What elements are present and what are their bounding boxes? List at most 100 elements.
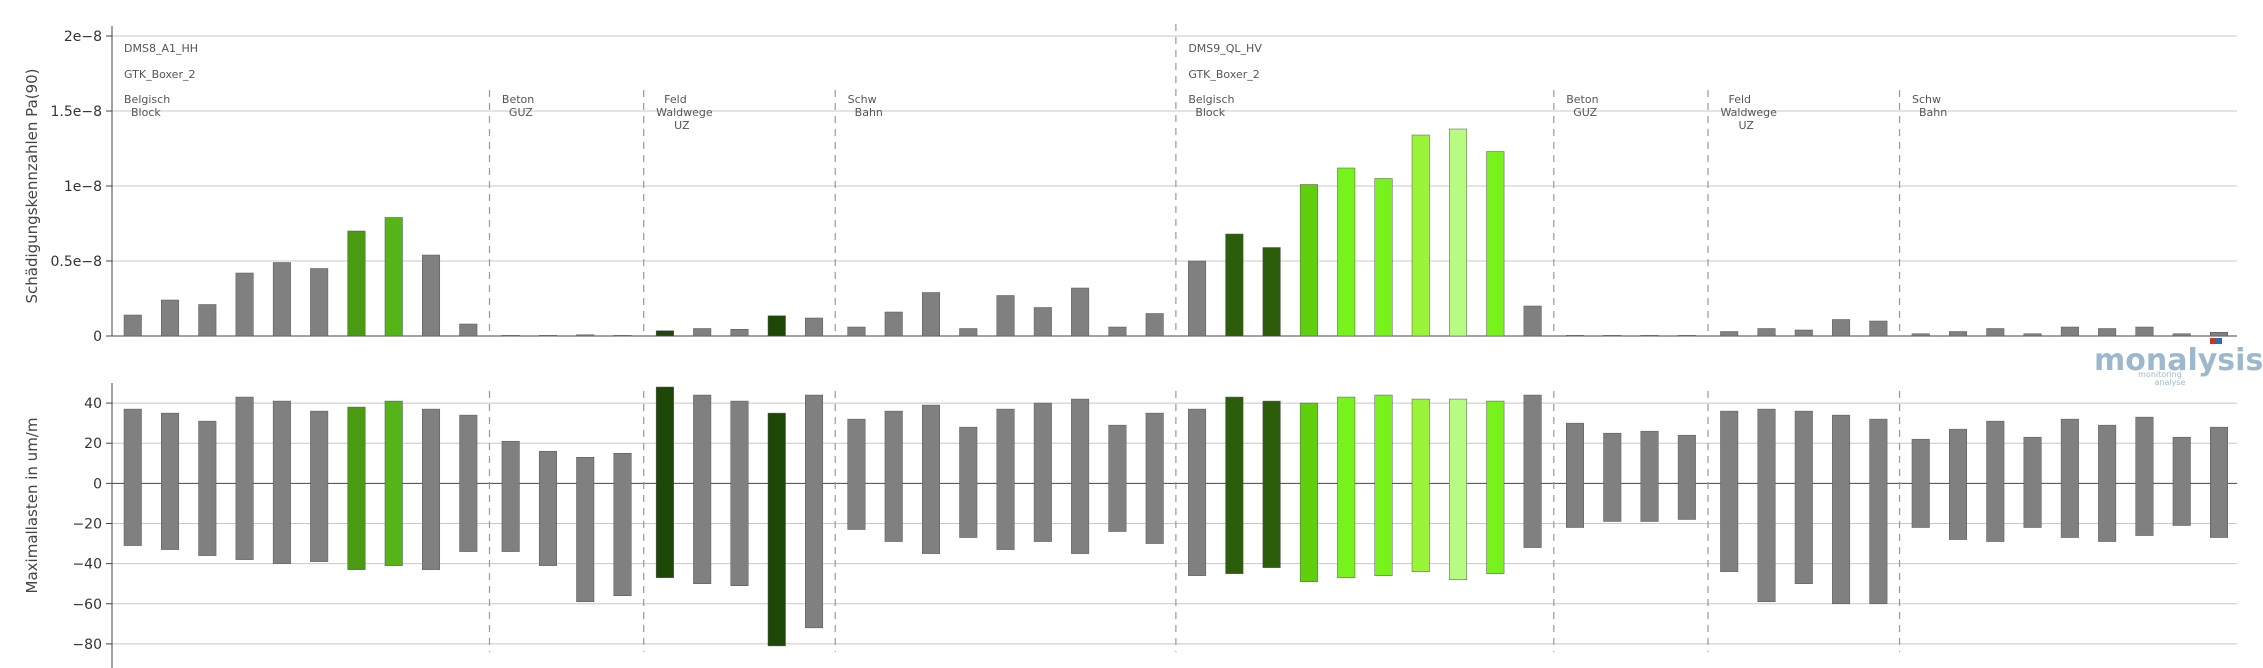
load-range-bar bbox=[655, 386, 674, 578]
damage-bar bbox=[2023, 333, 2042, 337]
segment-label: Schw bbox=[1912, 93, 1941, 106]
group-label: DMS9_QL_HV bbox=[1188, 42, 1262, 55]
load-range-bar bbox=[1640, 430, 1659, 522]
load-range-bar bbox=[2023, 436, 2042, 528]
damage-bar bbox=[1720, 331, 1739, 337]
damage-bar bbox=[1757, 328, 1776, 337]
damage-bar bbox=[1108, 326, 1127, 337]
load-range-bar bbox=[693, 394, 712, 584]
damage-bar bbox=[1262, 247, 1281, 337]
damage-bar bbox=[1677, 335, 1696, 337]
top-ytick-label: 1e−8 bbox=[64, 179, 102, 195]
damage-bar bbox=[1640, 335, 1659, 337]
damage-bar bbox=[310, 268, 329, 337]
damage-bar bbox=[1374, 178, 1393, 337]
damage-bar bbox=[613, 335, 632, 337]
damage-bar bbox=[2135, 326, 2154, 337]
top-ytick-label: 0 bbox=[93, 329, 102, 345]
load-range-bar bbox=[538, 450, 557, 566]
load-range-bar bbox=[161, 412, 180, 550]
segment-label: Waldwege bbox=[656, 106, 713, 119]
load-range-bar bbox=[1603, 432, 1622, 522]
damage-bar bbox=[123, 314, 142, 337]
load-range-bar bbox=[959, 426, 978, 538]
damage-bar bbox=[272, 262, 291, 337]
load-range-bar bbox=[767, 412, 786, 647]
damage-bar bbox=[1832, 319, 1851, 337]
segment-label: Bahn bbox=[855, 106, 883, 119]
load-range-bar bbox=[1188, 408, 1207, 576]
segment-label: Schw bbox=[848, 93, 877, 106]
load-range-bar bbox=[1262, 400, 1281, 568]
group-label: GTK_Boxer_2 bbox=[124, 68, 195, 81]
load-range-bar bbox=[1108, 424, 1127, 532]
load-range-bar bbox=[2210, 426, 2228, 538]
damage-bar bbox=[1603, 335, 1622, 337]
segment-label: GUZ bbox=[1573, 106, 1597, 119]
logo-dot-red bbox=[2210, 338, 2216, 344]
load-range-bar bbox=[2060, 418, 2079, 538]
damage-bar bbox=[1949, 331, 1968, 337]
bottom-ylabel: Maximallasten in um/m bbox=[23, 418, 41, 594]
load-range-bar bbox=[422, 408, 441, 570]
bottom-ytick-label: 20 bbox=[84, 436, 102, 452]
top-ytick-label: 1.5e−8 bbox=[50, 104, 102, 120]
damage-bar bbox=[921, 292, 940, 337]
load-range-bar bbox=[1449, 398, 1468, 580]
damage-bar bbox=[1411, 134, 1430, 337]
load-range-bar bbox=[2135, 416, 2154, 536]
segment-label: Block bbox=[131, 106, 161, 119]
load-range-bar bbox=[884, 410, 903, 542]
segment-label: Waldwege bbox=[1720, 106, 1777, 119]
segment-label: Feld bbox=[664, 93, 687, 106]
bottom-ytick-label: 0 bbox=[93, 476, 102, 492]
segment-label: Belgisch bbox=[124, 93, 170, 106]
segment-label: Block bbox=[1195, 106, 1225, 119]
load-range-bar bbox=[459, 414, 478, 552]
top-ylabel: Schädigungskennzahlen Pa(90) bbox=[23, 68, 41, 303]
load-range-bar bbox=[1225, 396, 1244, 574]
top-panel-damage-index: 0 0.5e−8 1e−8 1.5e−8 2e−8 Schädigungskennzahl… bbox=[23, 24, 2237, 345]
load-range-bar bbox=[1911, 438, 1930, 528]
segment-label: GUZ bbox=[509, 106, 533, 119]
load-range-bar bbox=[576, 457, 595, 603]
load-range-bar bbox=[1757, 408, 1776, 603]
segment-label: Belgisch bbox=[1188, 93, 1234, 106]
damage-bar bbox=[2060, 326, 2079, 337]
bottom-panel-max-loads: −80 −60 −40 −20 0 20 40 Maximallasten in um/m bbox=[23, 383, 2237, 668]
damage-bar bbox=[1145, 313, 1164, 337]
damage-bar bbox=[1869, 320, 1888, 337]
segment-label: Feld bbox=[1728, 93, 1751, 106]
logo-subtitle: monitoring bbox=[2138, 370, 2182, 379]
bottom-ytick-label: −40 bbox=[72, 557, 102, 573]
damage-bar bbox=[576, 334, 595, 337]
load-range-bar bbox=[235, 396, 254, 560]
load-range-bar bbox=[1565, 422, 1584, 528]
load-range-bar bbox=[123, 408, 142, 546]
logo-text: monalysis bbox=[2094, 343, 2263, 378]
load-range-bar bbox=[1949, 428, 1968, 540]
load-range-bar bbox=[272, 400, 291, 564]
load-range-bar bbox=[1794, 410, 1813, 584]
load-range-bar bbox=[1145, 412, 1164, 544]
damage-bar bbox=[422, 254, 441, 337]
damage-bar bbox=[459, 323, 478, 337]
damage-bar bbox=[198, 304, 217, 337]
load-range-bar bbox=[384, 400, 403, 566]
damage-bar bbox=[1911, 333, 1930, 337]
damage-bar bbox=[996, 295, 1015, 337]
load-range-bar bbox=[1071, 398, 1090, 554]
load-range-bar bbox=[1869, 418, 1888, 605]
load-range-bar bbox=[1411, 398, 1430, 572]
load-range-bar bbox=[996, 408, 1015, 550]
top-ytick-label: 0.5e−8 bbox=[50, 254, 102, 270]
load-range-bar bbox=[1523, 394, 1542, 548]
load-range-bar bbox=[1337, 396, 1356, 578]
damage-bar bbox=[1188, 260, 1207, 337]
damage-bar bbox=[959, 328, 978, 337]
damage-bar bbox=[235, 272, 254, 337]
top-ytick-label: 2e−8 bbox=[64, 29, 102, 45]
damage-bar bbox=[2172, 333, 2191, 337]
damage-bar bbox=[538, 335, 557, 337]
logo-dot-blue bbox=[2216, 338, 2222, 344]
